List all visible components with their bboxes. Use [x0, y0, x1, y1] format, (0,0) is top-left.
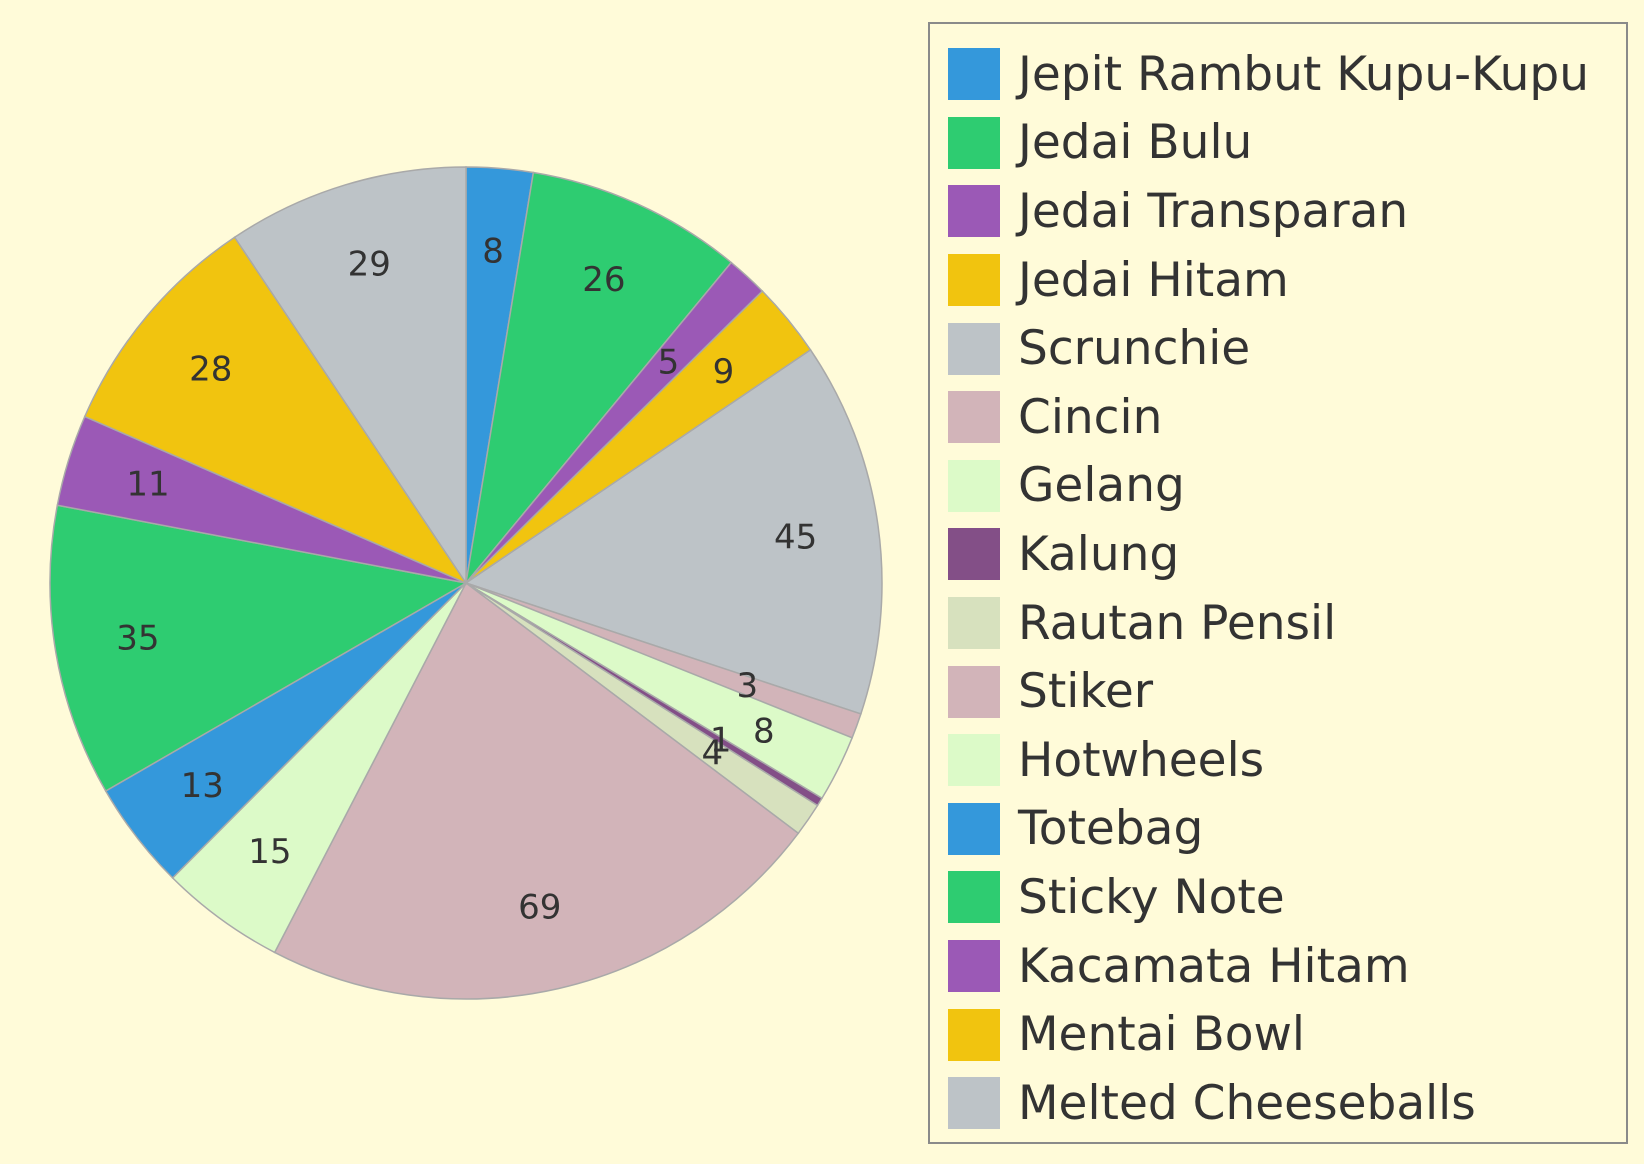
legend-swatch	[948, 1008, 1000, 1061]
legend-swatch	[948, 116, 1000, 169]
legend-swatch	[948, 871, 1000, 924]
slice-value-label: 8	[482, 231, 504, 271]
legend-swatch	[948, 597, 1000, 650]
legend-label: Totebag	[1018, 801, 1204, 857]
legend-item: Totebag	[948, 795, 1626, 864]
legend-label: Hotwheels	[1018, 732, 1265, 788]
legend-swatch	[948, 185, 1000, 238]
legend-item: Mentai Bowl	[948, 1000, 1626, 1069]
slice-value-label: 45	[774, 517, 817, 557]
legend-label: Jedai Hitam	[1018, 252, 1289, 308]
legend-label: Melted Cheeseballs	[1018, 1075, 1476, 1131]
legend-label: Rautan Pensil	[1018, 595, 1337, 651]
legend-label: Jepit Rambut Kupu-Kupu	[1018, 46, 1589, 102]
legend-label: Kalung	[1018, 526, 1180, 582]
legend-item: Kacamata Hitam	[948, 932, 1626, 1001]
pie-slice	[233, 166, 467, 586]
slice-value-label: 29	[348, 245, 391, 285]
pie-slice	[464, 171, 733, 586]
slice-value-label: 9	[713, 352, 735, 392]
legend-swatch	[948, 665, 1000, 718]
pie-slice	[83, 236, 469, 585]
legend-item: Hotwheels	[948, 726, 1626, 795]
pie-slice	[464, 348, 883, 715]
legend-label: Kacamata Hitam	[1018, 938, 1410, 994]
legend-swatch	[948, 254, 1000, 307]
slice-value-label: 26	[582, 260, 625, 300]
slice-value-label: 69	[518, 888, 561, 928]
legend-label: Sticky Note	[1018, 869, 1285, 925]
legend-swatch	[948, 322, 1000, 375]
legend-item: Sticky Note	[948, 863, 1626, 932]
legend-label: Jedai Transparan	[1018, 183, 1409, 239]
slice-value-label: 4	[702, 733, 724, 773]
legend-item: Jedai Bulu	[948, 109, 1626, 178]
slice-value-label: 8	[753, 712, 775, 752]
legend-label: Jedai Bulu	[1018, 115, 1253, 171]
slice-value-label: 3	[736, 666, 758, 706]
slice-value-label: 5	[658, 342, 680, 382]
legend-label: Gelang	[1018, 458, 1185, 514]
legend-item: Kalung	[948, 520, 1626, 589]
legend-item: Melted Cheeseballs	[948, 1069, 1626, 1138]
legend-item: Jedai Transparan	[948, 177, 1626, 246]
legend-swatch	[948, 1077, 1000, 1130]
pie-slice	[273, 581, 800, 1000]
legend-swatch	[948, 734, 1000, 787]
legend-item: Gelang	[948, 452, 1626, 521]
slice-value-label: 1	[710, 721, 732, 761]
legend-swatch	[948, 528, 1000, 581]
legend-swatch	[948, 391, 1000, 444]
legend-label: Stiker	[1018, 664, 1154, 720]
legend-swatch	[948, 459, 1000, 512]
slice-value-label: 28	[189, 350, 232, 390]
legend-item: Rautan Pensil	[948, 589, 1626, 658]
slice-value-label: 35	[116, 619, 159, 659]
legend-item: Jedai Hitam	[948, 246, 1626, 315]
chart-legend: Jepit Rambut Kupu-Kupu Jedai Bulu Jedai Tr…	[928, 22, 1628, 1144]
legend-label: Scrunchie	[1018, 321, 1251, 377]
slice-value-label: 11	[126, 465, 169, 505]
legend-item: Jepit Rambut Kupu-Kupu	[948, 40, 1626, 109]
legend-swatch	[948, 48, 1000, 101]
slice-value-label: 15	[248, 832, 291, 872]
legend-label: Mentai Bowl	[1018, 1007, 1305, 1063]
legend-item: Stiker	[948, 657, 1626, 726]
legend-item: Cincin	[948, 383, 1626, 452]
pie-slice	[49, 504, 469, 793]
pie-slices	[49, 166, 883, 1000]
slice-value-label: 13	[181, 766, 224, 806]
legend-swatch	[948, 802, 1000, 855]
legend-label: Cincin	[1018, 389, 1163, 445]
legend-swatch	[948, 940, 1000, 993]
legend-item: Scrunchie	[948, 314, 1626, 383]
